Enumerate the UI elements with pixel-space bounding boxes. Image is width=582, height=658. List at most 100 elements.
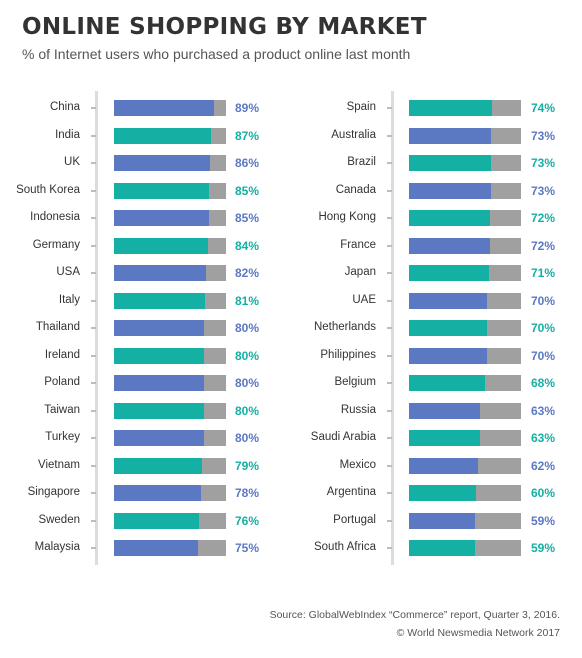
category-label: China [49, 101, 80, 113]
value-label: 85% [235, 211, 260, 225]
category-label: Hong Kong [318, 211, 376, 223]
bar [409, 155, 491, 171]
axis-tick [91, 189, 96, 192]
category-label: Portugal [333, 513, 376, 526]
category-label: UK [64, 156, 80, 168]
bar [409, 402, 480, 419]
bar [409, 320, 488, 336]
bar-remainder [114, 127, 226, 144]
bar-remainder [114, 402, 226, 419]
category-label: Sweden [38, 513, 80, 526]
axis-tick [387, 107, 392, 109]
bar [114, 375, 204, 391]
category-label: Mexico [339, 458, 376, 471]
value-label: 76% [235, 513, 260, 528]
bar-remainder [409, 540, 521, 556]
bar-remainder [114, 512, 226, 529]
axis-tick [91, 492, 96, 494]
value-label: 80% [235, 321, 260, 335]
bar-remainder [409, 237, 521, 254]
bar-remainder [409, 485, 521, 501]
bar-remainder [114, 485, 226, 501]
value-label: 89% [235, 101, 260, 115]
axis-tick [387, 547, 392, 549]
bar-remainder [114, 237, 226, 254]
bar [409, 512, 476, 529]
bar [409, 182, 491, 199]
bar [409, 430, 480, 446]
value-label: 74% [531, 101, 556, 115]
value-label: 70% [531, 348, 556, 363]
value-label: 59% [531, 541, 556, 555]
bar [409, 265, 489, 281]
axis-tick [91, 272, 96, 274]
bar-remainder [409, 512, 521, 529]
bar [114, 512, 200, 529]
bar-remainder [114, 155, 226, 171]
value-label: 78% [235, 486, 260, 500]
axis-tick [387, 437, 392, 439]
axis-tick [91, 382, 96, 384]
bar [114, 100, 214, 116]
axis-tick [387, 519, 392, 522]
axis-tick [91, 134, 96, 137]
axis-tick [387, 409, 392, 412]
category-label: Philippines [320, 348, 376, 361]
value-label: 86% [235, 156, 260, 170]
axis-line [95, 91, 98, 565]
value-label: 82% [235, 266, 260, 280]
bar [114, 127, 212, 144]
bar [114, 320, 204, 336]
bar [114, 485, 202, 501]
category-label: Canada [335, 183, 376, 196]
axis-tick [91, 519, 96, 522]
bar-remainder [409, 210, 521, 226]
value-label: 59% [531, 513, 556, 528]
bar-remainder [114, 375, 226, 391]
bar [114, 182, 210, 199]
bar-remainder [409, 457, 521, 474]
value-label: 70% [531, 321, 556, 335]
bar-remainder [409, 155, 521, 171]
value-label: 72% [531, 238, 556, 253]
category-label: Indonesia [30, 211, 80, 223]
bar [114, 430, 204, 446]
category-label: Brazil [347, 156, 376, 168]
axis-tick [91, 409, 96, 412]
axis-tick [387, 354, 392, 357]
value-label: 75% [235, 541, 260, 555]
copyright-note: © World Newsmedia Network 2017 [396, 627, 560, 639]
value-label: 81% [235, 293, 260, 308]
value-label: 68% [531, 376, 556, 390]
axis-tick [387, 272, 392, 274]
bar [114, 540, 198, 556]
axis-tick [387, 162, 392, 164]
category-label: Netherlands [313, 321, 376, 333]
axis-tick [91, 244, 96, 247]
bar-remainder [114, 265, 226, 281]
category-label: Belgium [334, 376, 376, 388]
bar [114, 237, 209, 254]
value-label: 70% [531, 293, 556, 308]
axis-tick [387, 244, 392, 247]
bar [114, 457, 203, 474]
category-label: France [340, 238, 376, 251]
axis-tick [91, 354, 96, 357]
axis-tick [387, 382, 392, 384]
bar-remainder [409, 375, 521, 391]
bar [409, 485, 477, 501]
bar [114, 292, 205, 309]
bar-remainder [409, 402, 521, 419]
axis-tick [91, 162, 96, 164]
category-label: Russia [340, 403, 376, 416]
category-label: Poland [44, 376, 80, 388]
bar-remainder [114, 540, 226, 556]
bar [114, 210, 210, 226]
bar-remainder [114, 430, 226, 446]
chart-title: ONLINE SHOPPING BY MARKET [22, 14, 427, 40]
value-label: 62% [531, 458, 556, 473]
axis-tick [91, 437, 96, 439]
value-label: 80% [235, 431, 260, 445]
category-label: India [55, 128, 80, 141]
category-label: Japan [344, 266, 376, 278]
